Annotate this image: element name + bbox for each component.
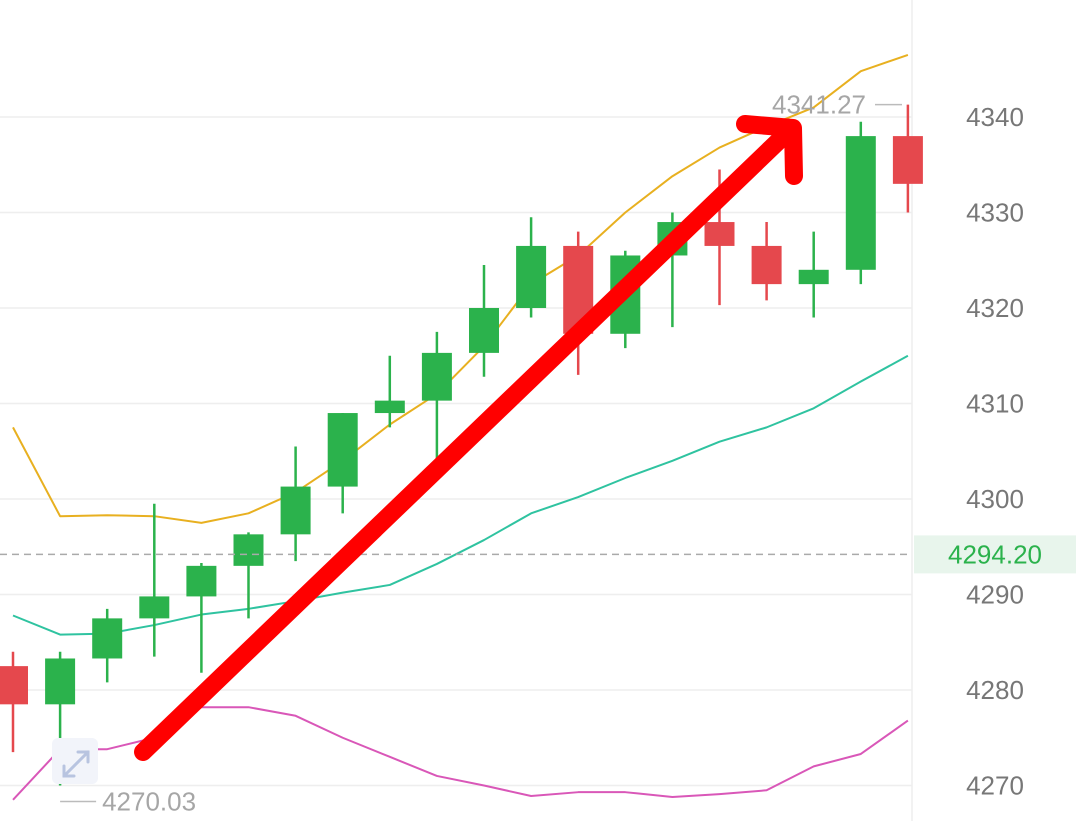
candle-body [892,136,923,184]
candle-body [233,534,264,566]
moving-average-line [12,354,909,636]
candle [751,222,782,301]
y-tick-label: 4320 [966,293,1024,323]
candle-body [845,136,876,270]
candle [469,265,499,377]
low-annotation: 4270.03 [60,787,196,817]
candle-body [327,413,358,487]
trend-arrow-annotation [134,115,803,761]
last-price-badge [914,535,1076,574]
candle [374,355,405,428]
candle [327,413,358,514]
candle-body [139,596,170,619]
y-tick-label: 4270 [966,771,1024,801]
candle [280,446,311,562]
candle [233,532,264,619]
candle-body [45,658,76,705]
candle-body [798,269,829,285]
high-price-label: 4341.27 [772,90,866,120]
candle-body [280,486,311,535]
y-tick-label: 4290 [966,580,1024,610]
y-tick-label: 4310 [966,389,1024,419]
expand-icon[interactable] [52,738,98,784]
candle [0,651,28,753]
candle-body [751,245,782,285]
low-price-label: 4270.03 [102,787,196,817]
candle [892,104,923,213]
arrow-shaft [134,121,799,761]
high-annotation: 4341.27 [772,90,902,120]
candle [421,331,452,466]
candle-body [704,222,735,246]
y-axis-ticks: 4340 4330 4320 4310 4300 4290 4280 4270 [966,102,1024,801]
candle [845,121,876,285]
candle-body [374,400,405,414]
candle-body [516,245,547,308]
candle [92,608,123,683]
candle [516,217,547,318]
y-tick-label: 4340 [966,102,1024,132]
y-tick-label: 4300 [966,484,1024,514]
candle-body [0,666,28,705]
grid-lines [0,116,912,787]
last-price-label: 4294.20 [948,539,1042,569]
y-tick-label: 4330 [966,198,1024,228]
candle-body [469,308,499,353]
candle [798,231,829,318]
moving-average-lines [12,53,909,801]
y-tick-label: 4280 [966,675,1024,705]
candle [186,562,217,673]
candle-body [421,352,452,401]
candle [139,503,170,657]
arrow-head [736,115,803,185]
candle-body [186,565,217,597]
candle-body [92,618,123,659]
